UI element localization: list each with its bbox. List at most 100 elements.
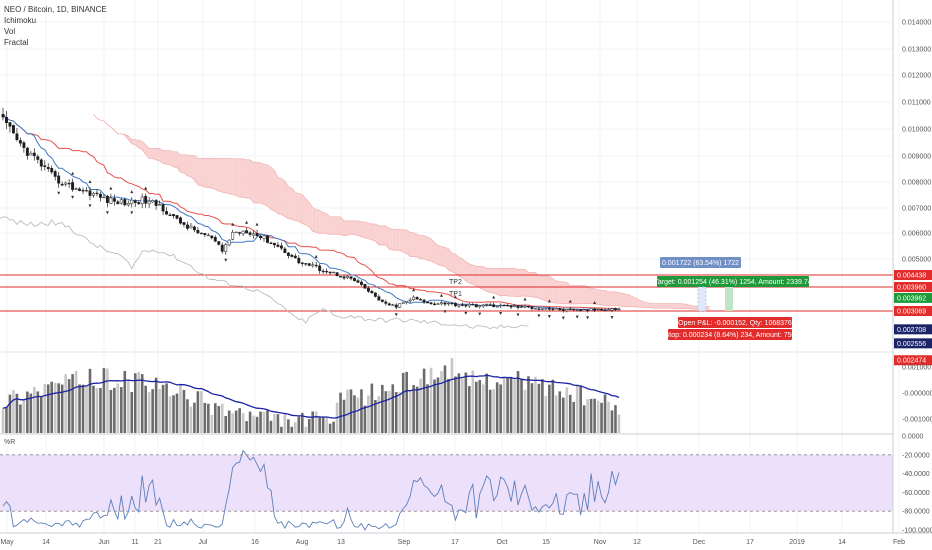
chart-legend: NEO / Bitcoin, 1D, BINANCE Ichimoku Vol … bbox=[4, 4, 107, 48]
ichimoku-cloud bbox=[309, 202, 313, 232]
indicator-ichimoku[interactable]: Ichimoku bbox=[4, 16, 37, 25]
candle bbox=[554, 307, 558, 310]
candle-body bbox=[589, 308, 593, 311]
candle-body bbox=[290, 254, 294, 257]
candle-body bbox=[373, 292, 377, 297]
candle-body bbox=[217, 241, 221, 245]
candle-body bbox=[119, 199, 123, 204]
volume-bar bbox=[99, 388, 102, 433]
ichimoku-cloud bbox=[187, 154, 191, 177]
ichimoku-cloud bbox=[608, 291, 612, 306]
candle-body bbox=[88, 190, 92, 196]
position-top-box-text: 0.001722 (63.54%) 1722 bbox=[662, 260, 739, 267]
fractal-up-marker bbox=[231, 222, 235, 226]
candle bbox=[551, 307, 555, 311]
volume-bar bbox=[33, 386, 36, 433]
ichimoku-cloud bbox=[598, 289, 602, 305]
candle bbox=[415, 296, 419, 300]
time-tick-label: 14 bbox=[838, 539, 846, 546]
candle-body bbox=[85, 189, 88, 192]
fractal-up-marker bbox=[439, 293, 443, 297]
candle bbox=[133, 199, 137, 207]
position-open-box-bg bbox=[678, 317, 792, 328]
volume-bar bbox=[81, 384, 85, 433]
volume-bar bbox=[154, 377, 158, 433]
fractal-down-marker bbox=[610, 316, 614, 320]
candle-body bbox=[109, 197, 113, 204]
candle bbox=[36, 154, 40, 164]
ichimoku-cloud bbox=[493, 268, 498, 295]
candle-body bbox=[499, 304, 503, 307]
volume-bar bbox=[468, 386, 471, 433]
ichimoku-cloud bbox=[497, 268, 501, 297]
candle bbox=[481, 303, 485, 308]
ichimoku-cloud bbox=[284, 181, 289, 219]
candle bbox=[516, 305, 520, 310]
volume-bar bbox=[527, 376, 530, 433]
candle bbox=[147, 197, 151, 209]
candle bbox=[213, 235, 217, 243]
candle-body bbox=[321, 270, 325, 273]
candle-body bbox=[32, 152, 36, 157]
wr-tick-label: -80.0000 bbox=[902, 509, 930, 516]
ichimoku-cloud bbox=[357, 220, 362, 237]
volume-bar bbox=[64, 374, 67, 433]
indicator-fractal[interactable]: Fractal bbox=[4, 38, 29, 47]
candle-body bbox=[363, 284, 367, 289]
candle bbox=[25, 146, 29, 160]
level-price-tag-bg bbox=[894, 270, 932, 280]
volume-bar bbox=[165, 383, 168, 433]
candle-body bbox=[95, 192, 99, 195]
volume-bar bbox=[607, 401, 610, 433]
candle-body bbox=[394, 304, 398, 308]
candle-body bbox=[516, 305, 520, 308]
candle bbox=[537, 306, 541, 311]
current-price-tag: 0.002474 bbox=[894, 355, 932, 366]
candle bbox=[513, 304, 517, 308]
candle bbox=[565, 308, 569, 313]
candle-body bbox=[300, 262, 304, 264]
time-tick-label: 13 bbox=[337, 539, 345, 546]
volume-bar bbox=[433, 379, 436, 433]
volume-bar bbox=[422, 368, 426, 433]
candle-body bbox=[53, 171, 57, 177]
ichimoku-cloud bbox=[229, 158, 233, 195]
volume-bar bbox=[36, 391, 40, 433]
candle-body bbox=[304, 263, 308, 265]
ichimoku-cloud bbox=[413, 232, 418, 258]
volume-bar bbox=[454, 376, 457, 433]
candle-body bbox=[575, 309, 579, 311]
ichimoku-cloud bbox=[420, 235, 425, 259]
volume-bar bbox=[555, 395, 558, 433]
time-tick-label: 14 bbox=[42, 539, 50, 546]
volume-bar bbox=[537, 383, 541, 433]
ichimoku-cloud bbox=[291, 188, 296, 221]
volume-bar bbox=[353, 395, 356, 433]
candle bbox=[495, 305, 499, 308]
candle-body bbox=[513, 305, 517, 307]
volume-bar bbox=[600, 402, 603, 433]
candle-body bbox=[446, 302, 450, 305]
volume-bar bbox=[5, 406, 8, 433]
volume-bar bbox=[217, 405, 221, 433]
candle bbox=[238, 231, 242, 236]
indicator-vol[interactable]: Vol bbox=[4, 27, 16, 36]
fractal-up-marker bbox=[88, 179, 92, 183]
time-tick-label: Sep bbox=[398, 539, 411, 546]
ichimoku-cloud bbox=[678, 303, 682, 309]
candle bbox=[290, 253, 294, 258]
volume-bar bbox=[280, 426, 283, 433]
volume-bar bbox=[412, 385, 415, 433]
candle bbox=[342, 275, 346, 281]
candle-body bbox=[140, 196, 144, 205]
ichimoku-cloud bbox=[236, 158, 240, 198]
candle bbox=[391, 303, 395, 306]
candle-body bbox=[39, 159, 43, 167]
candle-body bbox=[568, 308, 572, 310]
ichimoku-cloud bbox=[479, 266, 484, 290]
candle bbox=[419, 297, 423, 301]
ichimoku-cloud bbox=[204, 158, 209, 188]
volume-bar bbox=[405, 371, 408, 433]
candle bbox=[617, 307, 621, 311]
